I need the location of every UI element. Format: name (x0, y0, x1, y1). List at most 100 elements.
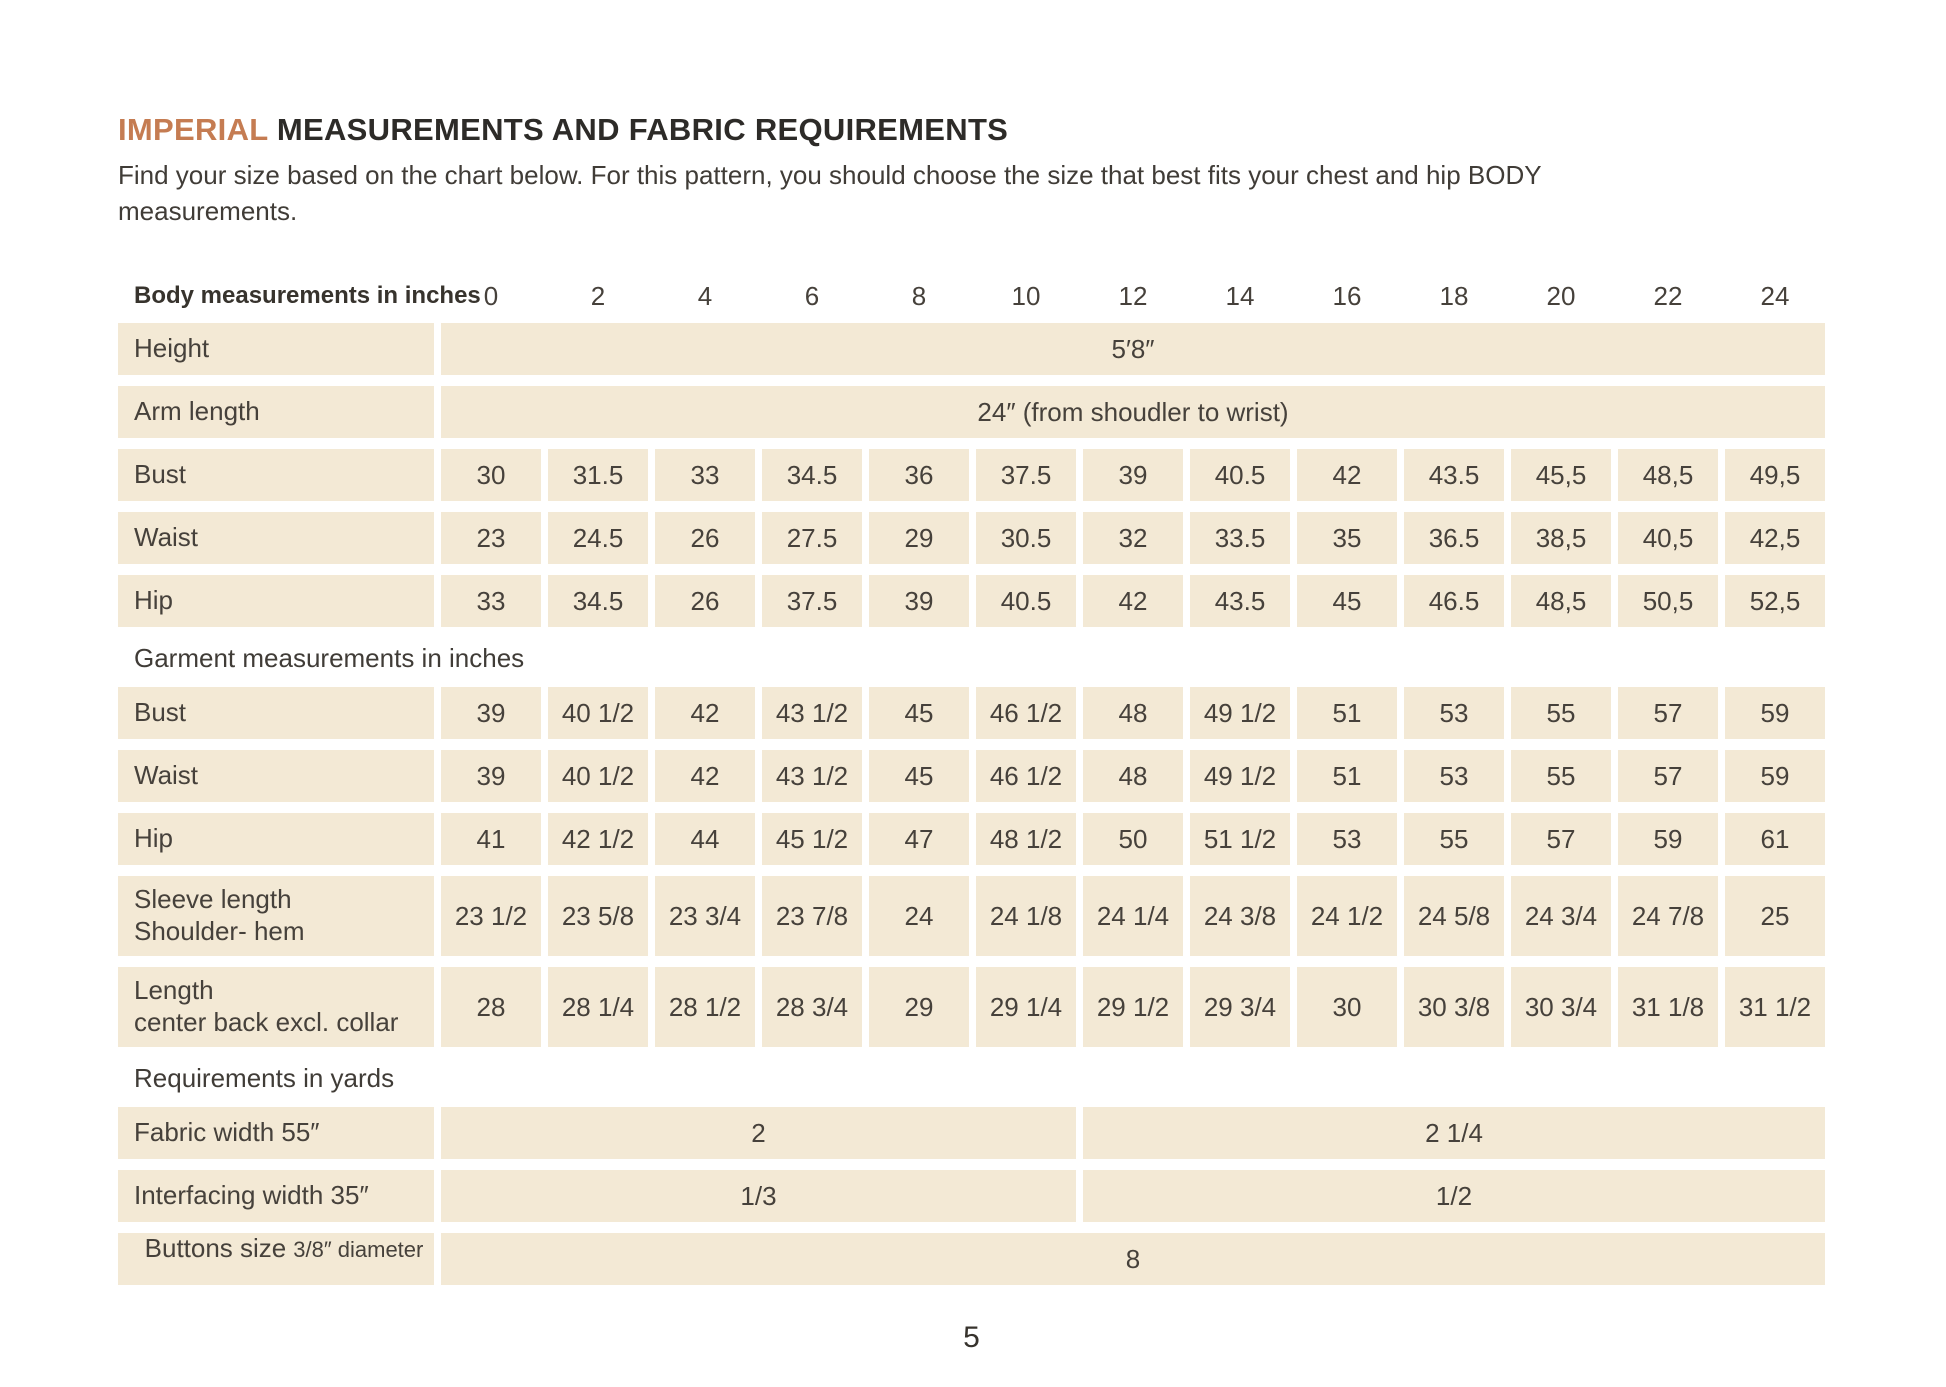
value-cell: 48,5 (1618, 449, 1718, 501)
value-cell: 28 1/4 (548, 967, 648, 1047)
table-row: Buttons size 3/8″ diameter 8 (118, 1233, 1825, 1285)
row-label: Bust (118, 687, 434, 739)
page-number: 5 (963, 1321, 980, 1354)
value-cell: 29 1/4 (976, 967, 1076, 1047)
row-label-text: Interfacing width 35″ (134, 1180, 369, 1211)
value-cell: 34.5 (762, 449, 862, 501)
req-right-value-cell: 1/2 (1083, 1170, 1825, 1222)
value-cell: 29 3/4 (1190, 967, 1290, 1047)
value-cell: 59 (1725, 750, 1825, 802)
value-cell: 24 1/8 (976, 876, 1076, 956)
value-cell: 34.5 (548, 575, 648, 627)
row-label-small-text: 3/8″ diameter (293, 1237, 424, 1262)
section-requirements-header: Requirements in yards (134, 1063, 395, 1093)
value-cell: 45 (869, 750, 969, 802)
body-measurements-rows: Height 5′8″ Arm length 24″ (from shoudler t… (118, 323, 1825, 627)
size-col-header: 16 (1332, 280, 1362, 311)
value-cell: 41 (441, 813, 541, 865)
value-cell: 24.5 (548, 512, 648, 564)
row-label-text: Hip (134, 823, 174, 854)
value-cell: 51 1/2 (1190, 813, 1290, 865)
value-cell: 24 3/4 (1511, 876, 1611, 956)
size-table: Body measurements in inches 0 2 4 6 8 10 12 14 1… (118, 275, 1825, 1285)
value-cell: 49 1/2 (1190, 687, 1290, 739)
value-cell: 43 1/2 (762, 687, 862, 739)
value-cell: 30 3/4 (1511, 967, 1611, 1047)
value-cell: 24 (869, 876, 969, 956)
row-label-text: Hip (134, 585, 174, 616)
table-row: Waist 23 24.5 26 27.5 29 30.5 32 33.5 35 36.5 38,5 4… (118, 512, 1825, 564)
value-cell: 39 (441, 750, 541, 802)
value-cell: 45 (1297, 575, 1397, 627)
value-cell: 48,5 (1511, 575, 1611, 627)
value-cell: 33 (441, 575, 541, 627)
value-cell: 39 (869, 575, 969, 627)
size-col-header: 8 (911, 280, 927, 311)
value-cell: 55 (1511, 750, 1611, 802)
value-cell: 40 1/2 (548, 687, 648, 739)
table-row: Sleeve length Shoulder- hem 23 1/2 23 5/8 23… (118, 876, 1825, 956)
value-cell: 50 (1083, 813, 1183, 865)
size-col-header: 2 (590, 280, 606, 311)
row-label: Arm length (118, 386, 434, 438)
page-title-accent: IMPERIAL (118, 112, 268, 147)
size-col-header: 6 (804, 280, 820, 311)
size-col-header: 0 (483, 280, 499, 311)
row-label-text: Waist (134, 760, 199, 791)
value-cell: 37.5 (976, 449, 1076, 501)
value-cell: 31 1/8 (1618, 967, 1718, 1047)
value-cell: 23 1/2 (441, 876, 541, 956)
value-cell: 45 1/2 (762, 813, 862, 865)
value-cell: 31 1/2 (1725, 967, 1825, 1047)
value-cell: 33.5 (1190, 512, 1290, 564)
row-label-text-line2: center back excl. collar (134, 1007, 399, 1037)
value-cell: 52,5 (1725, 575, 1825, 627)
page-title-rest: MEASUREMENTS AND FABRIC REQUIREMENTS (267, 112, 1009, 147)
table-row: Bust 39 40 1/2 42 43 1/2 45 46 1/2 48 49 1/2 51 53… (118, 687, 1825, 739)
span-value-cell: 24″ (from shoudler to wrist) (441, 386, 1825, 438)
value-cell: 24 7/8 (1618, 876, 1718, 956)
value-cell: 36.5 (1404, 512, 1504, 564)
value-cell: 23 3/4 (655, 876, 755, 956)
value-cell: 51 (1297, 687, 1397, 739)
value-cell: 24 5/8 (1404, 876, 1504, 956)
value-cell: 46 1/2 (976, 750, 1076, 802)
value-cell: 24 3/8 (1190, 876, 1290, 956)
value-cell: 45,5 (1511, 449, 1611, 501)
value-cell: 39 (1083, 449, 1183, 501)
value-cell: 43.5 (1404, 449, 1504, 501)
table-row: Height 5′8″ (118, 323, 1825, 375)
row-label: Interfacing width 35″ (118, 1170, 434, 1222)
value-cell: 33 (655, 449, 755, 501)
value-cell: 23 7/8 (762, 876, 862, 956)
value-cell: 48 (1083, 687, 1183, 739)
value-cell: 42 (655, 750, 755, 802)
span-value-cell: 5′8″ (441, 323, 1825, 375)
section-garment-header: Garment measurements in inches (134, 643, 525, 673)
value-cell: 30 (441, 449, 541, 501)
value-cell: 43.5 (1190, 575, 1290, 627)
value-cell: 40 1/2 (548, 750, 648, 802)
row-label: Length center back excl. collar (118, 967, 434, 1047)
value-cell: 30.5 (976, 512, 1076, 564)
value-cell: 46 1/2 (976, 687, 1076, 739)
value-cell: 57 (1511, 813, 1611, 865)
row-label-text: Buttons size (144, 1233, 287, 1263)
row-label: Waist (118, 512, 434, 564)
value-cell: 48 1/2 (976, 813, 1076, 865)
size-col-header: 10 (1011, 280, 1041, 311)
value-cell: 28 3/4 (762, 967, 862, 1047)
value-cell: 42 (1297, 449, 1397, 501)
value-cell: 35 (1297, 512, 1397, 564)
table-row: Fabric width 55″ 2 2 1/4 (118, 1107, 1825, 1159)
value-cell: 23 (441, 512, 541, 564)
value-cell: 32 (1083, 512, 1183, 564)
value-cell: 44 (655, 813, 755, 865)
req-left-value-cell: 2 (441, 1107, 1076, 1159)
table-row: Bust 30 31.5 33 34.5 36 37.5 39 40.5 42 43.5 45,5 48… (118, 449, 1825, 501)
value-cell: 49 1/2 (1190, 750, 1290, 802)
value-cell: 29 (869, 967, 969, 1047)
row-label-text-line2: Shoulder- hem (134, 916, 305, 946)
row-label-text: Fabric width 55″ (134, 1117, 320, 1148)
value-cell: 50,5 (1618, 575, 1718, 627)
